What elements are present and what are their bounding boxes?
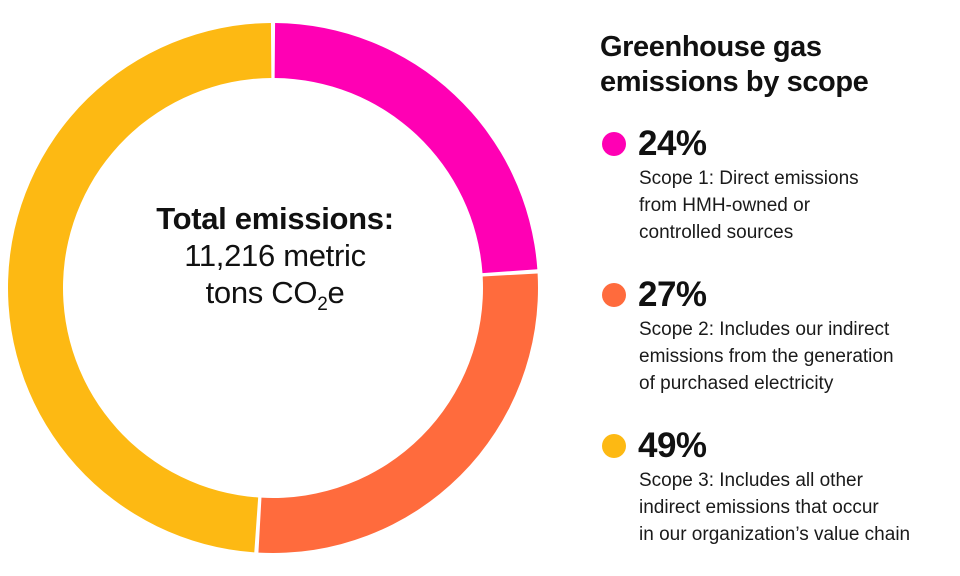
- center-label: Total emissions: 11,216 metric tons CO2e: [130, 200, 420, 314]
- donut-slice-scope-3: [8, 23, 272, 553]
- center-title: Total emissions:: [156, 201, 394, 236]
- legend-head: 24%: [600, 123, 950, 165]
- legend-head: 27%: [600, 274, 950, 316]
- legend-dot-icon: [602, 282, 626, 307]
- donut-chart: Total emissions: 11,216 metric tons CO2e: [8, 23, 538, 553]
- legend-description: Scope 2: Includes our indirect emissions…: [639, 318, 894, 394]
- legend-item-scope-1: 24% Scope 1: Direct emissions from HMH-o…: [600, 123, 950, 246]
- chart-title: Greenhouse gas emissions by scope: [600, 31, 869, 99]
- legend-percent: 49%: [638, 425, 707, 465]
- legend-dot-icon: [602, 131, 626, 156]
- legend-percent: 27%: [638, 274, 707, 314]
- center-unit-prefix: tons CO: [205, 275, 318, 311]
- legend-description: Scope 1: Direct emissions from HMH-owned…: [639, 167, 859, 243]
- donut-slice-scope-2: [258, 273, 538, 553]
- center-unit-suffix: e: [327, 275, 345, 311]
- center-value: 11,216 metric: [184, 238, 366, 274]
- donut-slice-scope-1: [274, 23, 538, 274]
- donut-svg: [8, 23, 538, 553]
- legend-dot-icon: [602, 433, 626, 458]
- center-unit-subscript: 2: [317, 294, 328, 316]
- legend-description: Scope 3: Includes all other indirect emi…: [639, 469, 911, 545]
- legend-item-scope-2: 27% Scope 2: Includes our indirect emiss…: [600, 274, 950, 397]
- legend-head: 49%: [600, 425, 950, 467]
- legend-item-scope-3: 49% Scope 3: Includes all other indirect…: [600, 425, 950, 548]
- center-value-line2: tons CO2e: [130, 274, 420, 314]
- legend-percent: 24%: [638, 123, 707, 163]
- legend: Greenhouse gas emissions by scope 24% Sc…: [600, 30, 950, 576]
